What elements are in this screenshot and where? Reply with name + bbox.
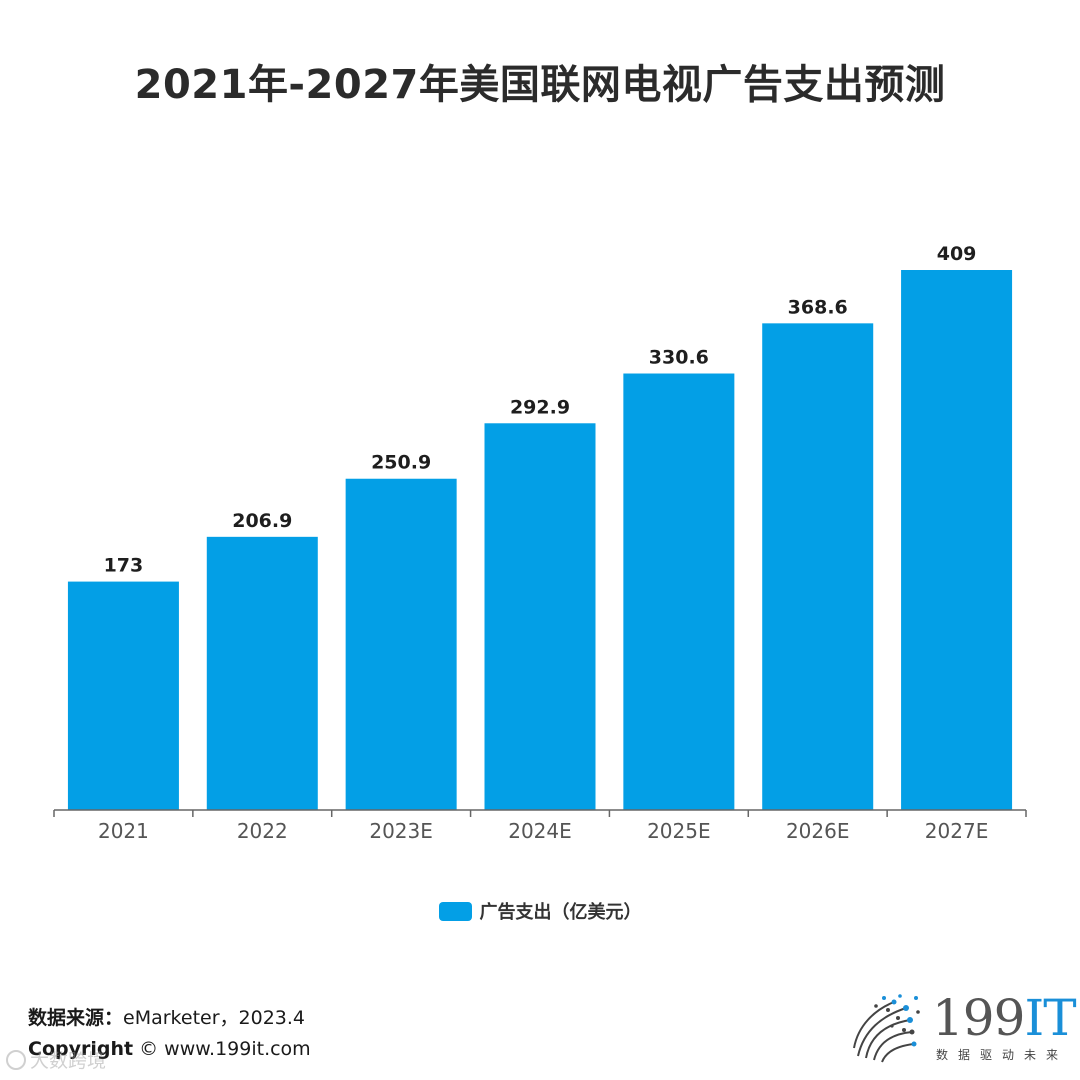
data-label-2026e: 368.6 bbox=[788, 296, 848, 318]
data-label-2021: 173 bbox=[104, 555, 144, 577]
logo-text: 199IT bbox=[932, 989, 1077, 1047]
bar-chart: 173 206.9 250.9 292.9 330.6 368.6 409 2021 2022… bbox=[53, 243, 1027, 843]
bar-2021 bbox=[67, 581, 179, 810]
bar-2022 bbox=[206, 536, 318, 810]
bar-2024e bbox=[484, 423, 596, 810]
legend-swatch bbox=[438, 901, 472, 921]
x-tick-label-2024e: 2024E bbox=[508, 819, 572, 843]
brand-logo: 199IT 数据驱动未来 bbox=[848, 990, 1077, 1070]
watermark: 大数跨境 bbox=[6, 1046, 106, 1073]
x-tick-label-2027e: 2027E bbox=[925, 819, 989, 843]
copyright-value: © www.199it.com bbox=[133, 1038, 311, 1060]
logo-number: 199 bbox=[932, 989, 1025, 1047]
legend-label: 广告支出（亿美元） bbox=[479, 902, 642, 923]
bars-layer: 173 206.9 250.9 292.9 330.6 368.6 409 bbox=[67, 243, 1013, 810]
source-value: eMarketer，2023.4 bbox=[123, 1007, 306, 1029]
chart-title: 2021年-2027年美国联网电视广告支出预测 bbox=[134, 62, 946, 108]
data-label-2022: 206.9 bbox=[232, 510, 292, 532]
x-tick-label-2021: 2021 bbox=[98, 819, 149, 843]
bar-2023e bbox=[345, 478, 457, 810]
source-line: 数据来源：eMarketer，2023.4 bbox=[28, 1003, 305, 1030]
watermark-icon bbox=[6, 1049, 26, 1070]
x-tick-label-2022: 2022 bbox=[237, 819, 288, 843]
data-label-2025e: 330.6 bbox=[649, 347, 709, 369]
x-tick-label-2026e: 2026E bbox=[786, 819, 850, 843]
logo-letters: IT bbox=[1024, 989, 1076, 1047]
logo-dots-icon bbox=[853, 994, 920, 1063]
x-tick-label-2023e: 2023E bbox=[369, 819, 433, 843]
bar-2026e bbox=[762, 323, 874, 810]
copyright-line: Copyright © www.199it.com bbox=[28, 1038, 311, 1060]
legend: 广告支出（亿美元） bbox=[0, 898, 1080, 924]
bar-2027e bbox=[901, 270, 1013, 810]
source-label: 数据来源： bbox=[28, 1007, 124, 1029]
x-tick-label-2025e: 2025E bbox=[647, 819, 711, 843]
copyright-label: Copyright bbox=[28, 1038, 134, 1060]
data-label-2023e: 250.9 bbox=[371, 452, 431, 474]
x-axis: 2021 2022 2023E 2024E 2025E 2026E 2027E bbox=[53, 809, 1027, 843]
logo-slogan: 数据驱动未来 bbox=[936, 1048, 1069, 1062]
data-label-2024e: 292.9 bbox=[510, 396, 570, 418]
data-label-2027e: 409 bbox=[937, 243, 977, 265]
watermark-text: 大数跨境 bbox=[30, 1050, 107, 1072]
bar-2025e bbox=[623, 373, 735, 810]
